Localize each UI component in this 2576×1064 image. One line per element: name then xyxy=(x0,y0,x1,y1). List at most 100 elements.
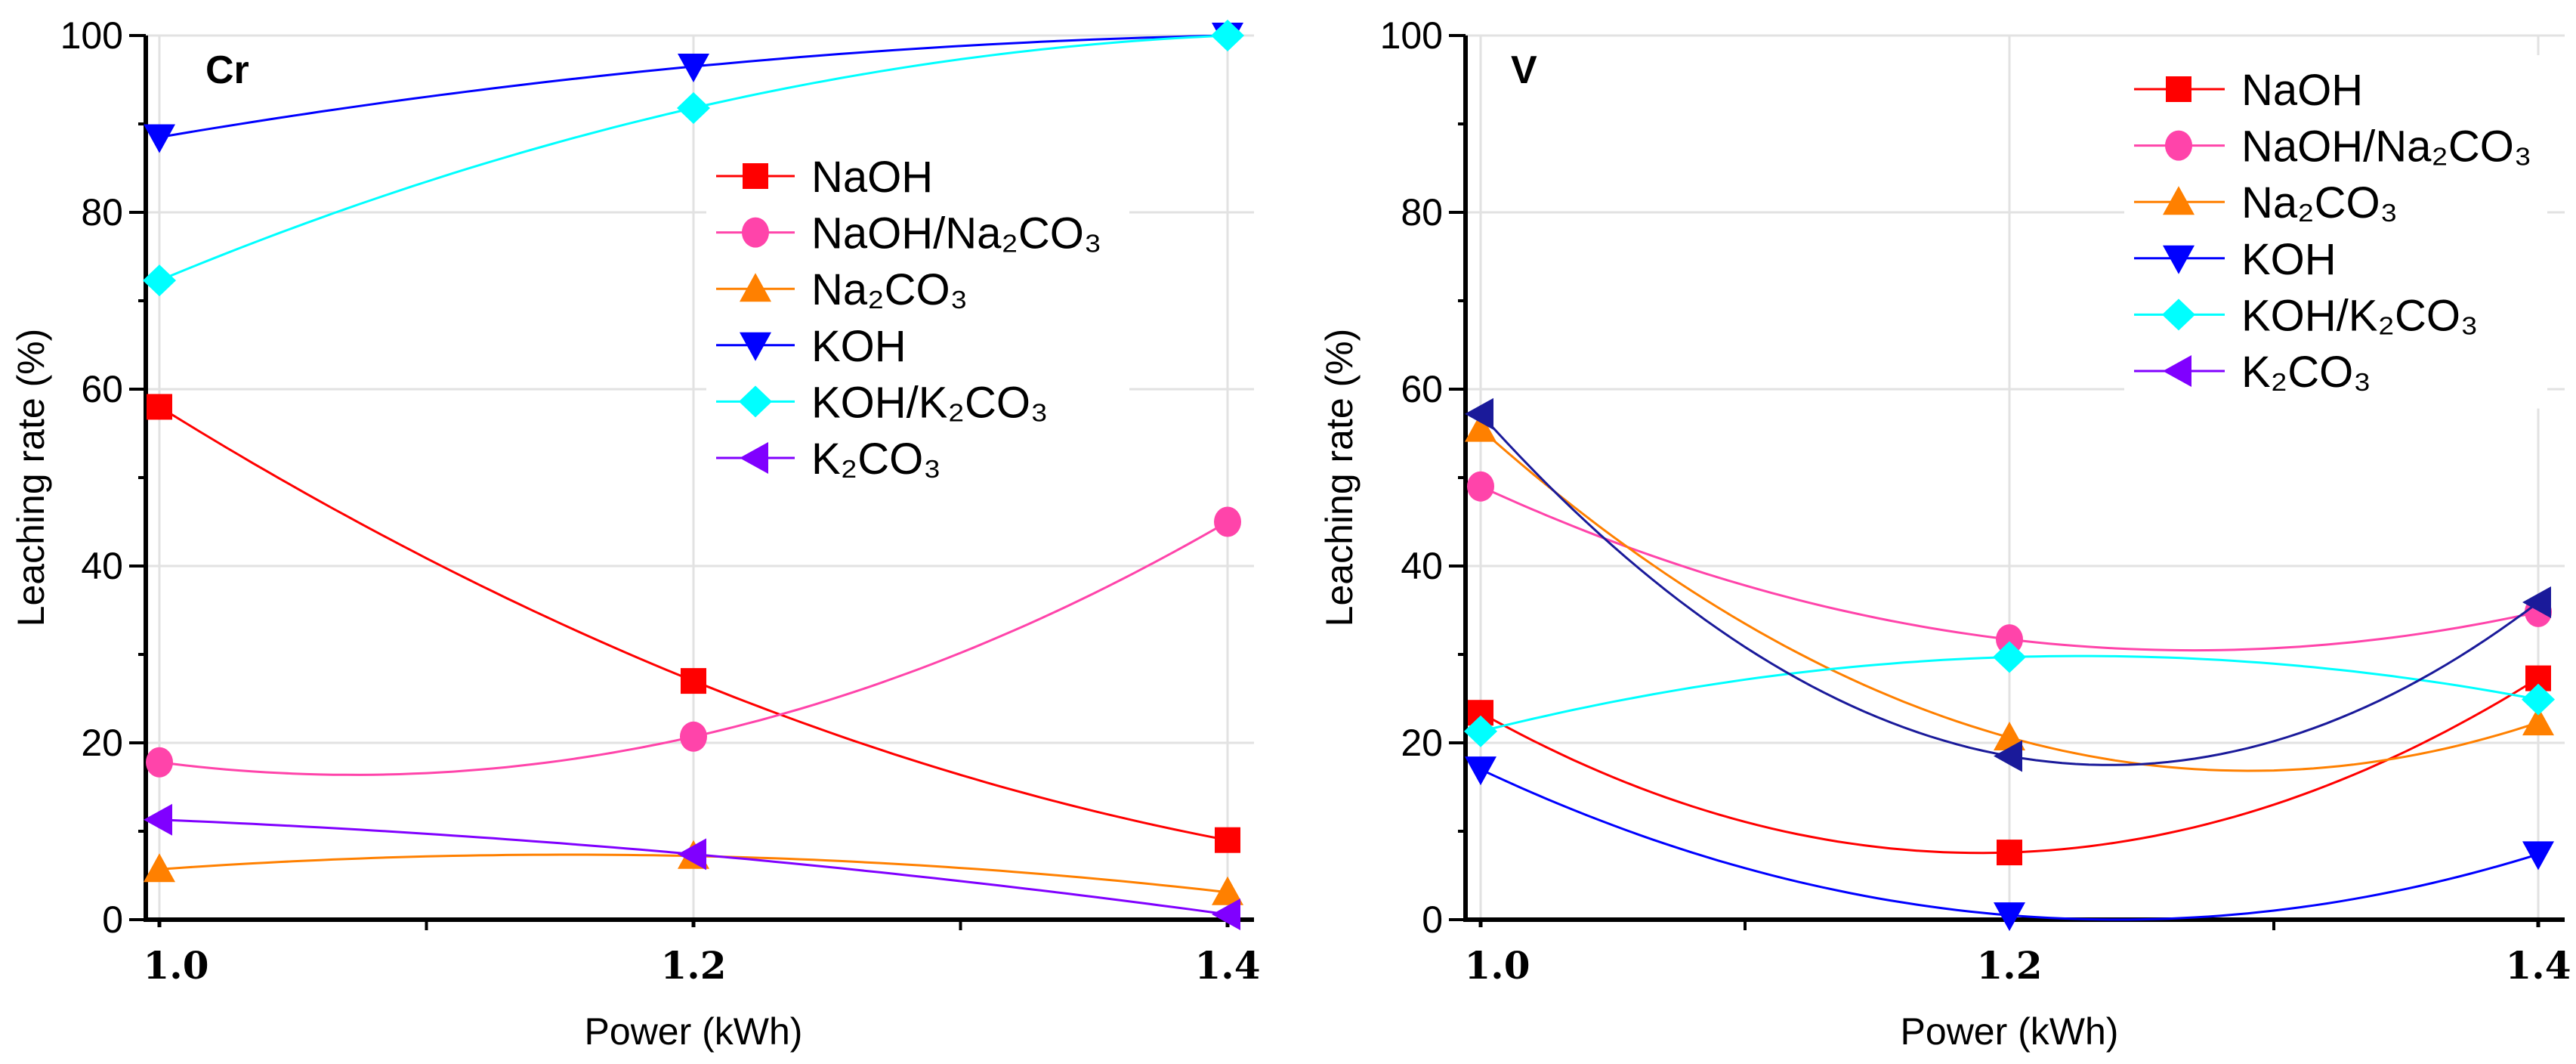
legend-entry: Na₂CO₃ xyxy=(2134,178,2398,227)
legend-label: KOH/K₂CO₃ xyxy=(2241,291,2479,340)
legend-marker xyxy=(2162,298,2195,331)
legend-entry: K₂CO₃ xyxy=(716,435,941,484)
data-point xyxy=(1993,641,2026,673)
legend-marker xyxy=(2163,355,2191,387)
legend-marker xyxy=(742,217,769,248)
legend-label: K₂CO₃ xyxy=(811,435,941,484)
legend-marker xyxy=(743,163,768,189)
data-point xyxy=(2522,841,2554,871)
legend-entry: K₂CO₃ xyxy=(2134,348,2371,397)
data-point xyxy=(1215,827,1240,853)
series-naoh-na2co3 xyxy=(146,506,1241,778)
y-tick-label: 20 xyxy=(81,722,123,764)
legend-marker xyxy=(740,332,771,361)
data-point xyxy=(1467,471,1494,502)
x-tick-label: 1.0 xyxy=(144,943,209,988)
data-point xyxy=(1994,902,2025,932)
series-koh-k2co3 xyxy=(143,20,1244,297)
chart-cr: Cr Power (kWh) Leaching rate (%) 0 20 40 60… xyxy=(10,14,1261,1053)
legend-background xyxy=(706,142,1129,496)
y-tick-label: 20 xyxy=(1401,722,1443,764)
series-naoh xyxy=(147,394,1240,853)
data-point xyxy=(678,838,706,871)
legend-marker xyxy=(2166,76,2191,102)
data-point xyxy=(1211,20,1244,51)
data-point xyxy=(681,668,706,694)
legend-entry: KOH/K₂CO₃ xyxy=(2134,291,2479,340)
legend-entry: NaOH xyxy=(2134,66,2363,115)
data-point xyxy=(1214,506,1241,537)
legend-marker xyxy=(2163,186,2195,215)
grid xyxy=(146,34,1254,920)
series-koh xyxy=(1465,756,2554,932)
y-tick-label: 0 xyxy=(1422,899,1443,941)
legend-marker xyxy=(740,273,771,302)
data-point xyxy=(678,53,709,82)
x-axis-label: Power (kWh) xyxy=(585,1010,803,1053)
series-koh-k2co3 xyxy=(1464,641,2555,747)
legend-entry: NaOH xyxy=(716,153,933,202)
data-point xyxy=(680,721,707,752)
data-point xyxy=(144,803,172,836)
legend-label: KOH xyxy=(2241,235,2337,284)
series-k2co3 xyxy=(1465,397,2551,772)
data-point xyxy=(1994,740,2022,772)
data-point xyxy=(2522,707,2554,736)
panel-label-v: V xyxy=(1511,48,1537,92)
y-tick-label: 40 xyxy=(1401,545,1443,587)
data-point xyxy=(677,91,710,124)
legend-label: Na₂CO₃ xyxy=(2241,178,2398,227)
panel-label-cr: Cr xyxy=(205,48,249,92)
legend-label: Na₂CO₃ xyxy=(811,265,968,314)
y-tick-label: 40 xyxy=(81,545,123,587)
legend-label: KOH/K₂CO₃ xyxy=(811,378,1049,427)
legend-marker xyxy=(739,385,772,418)
legend-label: K₂CO₃ xyxy=(2241,348,2371,397)
data-point xyxy=(1212,898,1240,930)
x-tick-label: 1.2 xyxy=(1977,943,2043,988)
data-point xyxy=(144,124,175,153)
legend-entry: NaOH/Na₂CO₃ xyxy=(716,209,1102,258)
legend-entry: Na₂CO₃ xyxy=(716,265,968,314)
data-point xyxy=(1212,876,1243,905)
legend-marker xyxy=(2165,130,2192,161)
legend-entry: KOH/K₂CO₃ xyxy=(716,378,1049,427)
grid xyxy=(1466,34,2565,920)
y-axis-label: Leaching rate (%) xyxy=(1318,329,1361,627)
legend-background xyxy=(2124,55,2547,409)
data-point xyxy=(1997,840,2022,866)
legend-label: KOH xyxy=(811,322,907,371)
legend-label: NaOH xyxy=(2241,66,2363,115)
data-point xyxy=(147,394,172,420)
x-tick-label: 1.0 xyxy=(1465,943,1530,988)
legend-entry: KOH xyxy=(2134,235,2337,284)
y-axis-label: Leaching rate (%) xyxy=(10,329,52,627)
y-tick-label: 80 xyxy=(81,191,123,234)
y-tick-label: 100 xyxy=(60,14,123,57)
data-point xyxy=(1465,756,1496,786)
x-axis-label: Power (kWh) xyxy=(1901,1010,2119,1053)
y-tick-label: 100 xyxy=(1380,14,1443,57)
x-tick-label: 1.4 xyxy=(2506,943,2571,988)
y-tick-label: 0 xyxy=(102,899,123,941)
data-point xyxy=(2522,586,2551,618)
data-point xyxy=(1465,397,1493,430)
x-tick-label: 1.2 xyxy=(661,943,727,988)
y-tick-label: 80 xyxy=(1401,191,1443,234)
series-k2co3 xyxy=(144,803,1240,930)
series-naoh xyxy=(1468,665,2551,866)
data-point xyxy=(146,747,173,778)
data-point xyxy=(1464,715,1497,747)
legend-marker xyxy=(740,442,768,474)
data-point xyxy=(1996,624,2023,655)
legend-label: NaOH/Na₂CO₃ xyxy=(811,209,1102,258)
legend-entry: KOH xyxy=(716,322,907,371)
legend-label: NaOH xyxy=(811,153,933,202)
legend-entry: NaOH/Na₂CO₃ xyxy=(2134,122,2532,172)
data-point xyxy=(143,264,176,297)
y-tick-label: 60 xyxy=(81,368,123,410)
legend-marker xyxy=(2163,245,2195,274)
chart-v: V Power (kWh) Leaching rate (%) 0 20 40 60 8… xyxy=(1318,14,2571,1053)
data-point xyxy=(2522,683,2555,716)
